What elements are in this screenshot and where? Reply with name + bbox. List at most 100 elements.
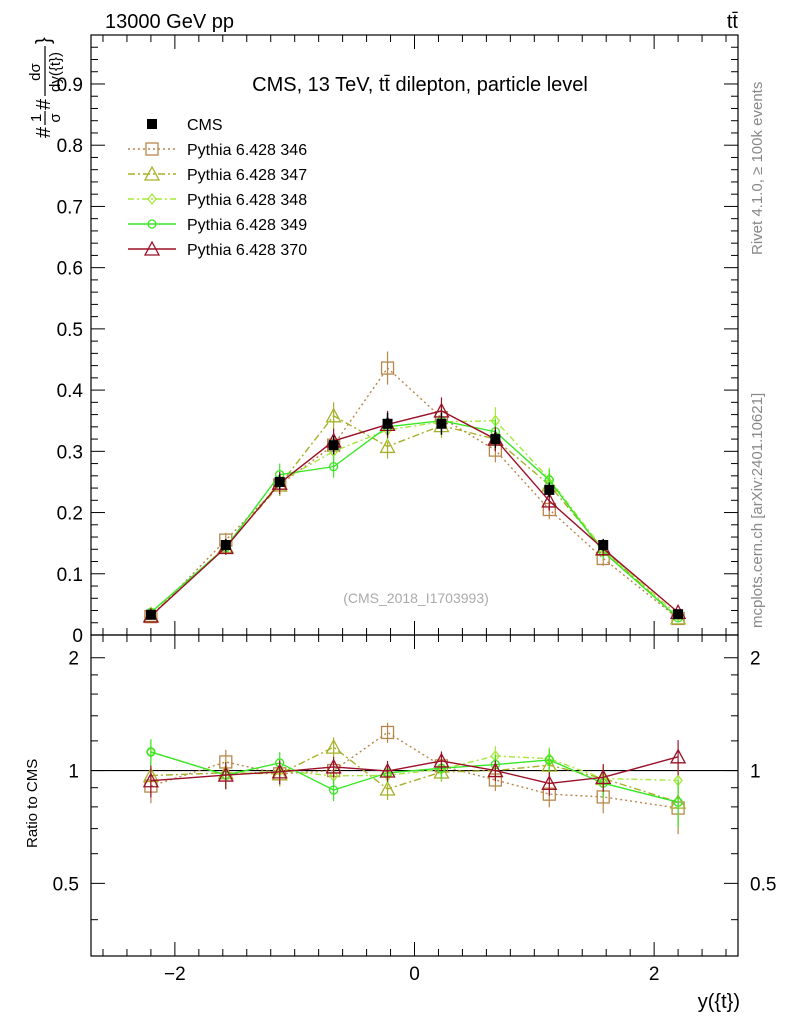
series-349-point: [328, 461, 339, 472]
cms-point: [544, 484, 555, 495]
series-349-ratio-point: [673, 797, 683, 807]
x-axis-label: y({t}): [698, 991, 740, 1013]
cms-point: [328, 440, 339, 451]
series-349-ratio-point: [146, 747, 156, 757]
series-347-ratio-point: [379, 780, 396, 796]
series-370: [142, 397, 687, 623]
legend-entry-series-347: Pythia 6.428 347: [128, 165, 307, 184]
legend-label-cms: CMS: [187, 117, 223, 134]
series-370-ratio-point: [217, 766, 234, 782]
y-tick-label: 0.7: [57, 197, 83, 218]
legend-marker: [147, 219, 157, 229]
legend-marker: [143, 165, 161, 181]
y-axis-label-frac2-num: dσ: [27, 62, 44, 80]
series-346-line: [150, 367, 679, 620]
cms-point: [145, 609, 156, 620]
series-346: [144, 351, 685, 626]
series-370-ratio-point: [379, 762, 396, 778]
series-348-line: [150, 420, 679, 616]
ratio-tick-label: 2: [68, 649, 79, 670]
series-347-point: [379, 438, 396, 454]
legend-marker: [145, 142, 159, 156]
series-370-ratio-point: [595, 768, 612, 784]
legend-marker: [147, 192, 157, 206]
ratio-panel-frame: [90, 634, 739, 957]
ratio-tick-label: 0.5: [53, 874, 79, 895]
y-axis-label-frac1-num: 1: [28, 114, 45, 122]
y-tick-label: 0.9: [57, 75, 83, 96]
x-tick-label: 2: [649, 964, 660, 985]
cms-point: [274, 476, 285, 487]
y-axis-label-mid: #: [33, 98, 55, 110]
cms-point: [490, 434, 501, 445]
series-348-ratio-line: [150, 751, 679, 782]
series-349-ratio-line: [150, 751, 679, 803]
chart-title: CMS, 13 TeV, tt̄ dilepton, particle leve…: [252, 74, 588, 96]
series-370-ratio-point: [433, 752, 450, 768]
cms-point: [598, 540, 609, 550]
y-axis-label-frac2-den: dy({t}): [47, 52, 64, 92]
series-370-ratio-point: [541, 775, 558, 791]
ratio-y-axis-label: Ratio to CMS: [24, 759, 41, 848]
y-tick-label: 0.2: [57, 504, 83, 525]
series-349-line: [150, 420, 679, 619]
series-370-ratio-point: [670, 748, 687, 764]
cms-point: [436, 418, 447, 429]
legend-label-series-346: Pythia 6.428 346: [187, 142, 307, 159]
series-346-point: [380, 361, 395, 375]
legend-label-series-348: Pythia 6.428 348: [187, 192, 307, 209]
y-tick-label: 0.5: [57, 320, 83, 341]
series-370-ratio-point: [325, 758, 342, 774]
series-346-ratio-line: [150, 731, 679, 809]
legend-label-series-370: Pythia 6.428 370: [187, 242, 307, 259]
series-347-line: [150, 414, 679, 619]
y-axis-label-suffix: }: [33, 37, 55, 44]
series-349-ratio-point: [328, 785, 339, 795]
series-348: [146, 407, 683, 622]
series-347-point: [325, 407, 342, 423]
rivet-label: Rivet 4.1.0, ≥ 100k events: [749, 82, 766, 255]
y-tick-label: 0.8: [57, 136, 83, 157]
cms-point: [673, 609, 684, 620]
y-tick-label: 0.4: [57, 381, 84, 402]
y-tick-label: 0.6: [57, 259, 83, 280]
series-370-ratio-line: [150, 756, 679, 785]
legend-entry-cms: CMS: [147, 117, 223, 134]
series-370-ratio-point: [142, 772, 159, 788]
legend-entry-series-346: Pythia 6.428 346: [128, 142, 307, 159]
series-370-ratio-point: [271, 763, 288, 779]
ratio-tick-label: 1: [68, 762, 79, 783]
series-346-ratio-point: [380, 725, 395, 740]
x-tick-label: 0: [409, 964, 420, 985]
x-tick-label: −2: [164, 964, 186, 985]
cms-point: [220, 540, 231, 550]
series-370-ratio: [142, 740, 687, 798]
legend-label-series-349: Pythia 6.428 349: [187, 217, 307, 234]
series-347-ratio-point: [325, 738, 342, 754]
cms-point: [382, 418, 393, 429]
header-left: 13000 GeV pp: [105, 11, 234, 33]
y-tick-label: 0.1: [57, 565, 83, 586]
legend-marker: [143, 240, 161, 256]
legend-entry-series-348: Pythia 6.428 348: [128, 192, 307, 209]
ratio-tick-label-right: 2: [750, 649, 761, 670]
ratio-tick-label-right: 0.5: [750, 874, 776, 895]
y-axis-label-prefix: #: [33, 126, 55, 138]
legend-entry-series-370: Pythia 6.428 370: [128, 240, 307, 259]
legend: CMS Pythia 6.428 346 Pythia 6.428 347 Pyth…: [128, 117, 307, 259]
mcplots-label: mcplots.cern.ch [arXiv:2401.10621]: [749, 393, 766, 628]
y-tick-label: 0: [72, 626, 83, 647]
ratio-tick-label-right: 1: [750, 762, 761, 783]
series-370-line: [150, 410, 679, 617]
header-right: tt̄: [727, 11, 739, 33]
y-tick-label: 0.3: [57, 442, 83, 463]
series-349-ratio-point: [544, 755, 554, 765]
y-axis-label: # 1 σ # dσ dy({t}) }: [27, 37, 64, 138]
series-370-point: [541, 492, 558, 508]
legend-entry-series-349: Pythia 6.428 349: [128, 217, 307, 234]
watermark: (CMS_2018_I1703993): [343, 590, 489, 606]
legend-label-series-347: Pythia 6.428 347: [187, 167, 307, 184]
series-370-ratio-point: [487, 762, 504, 778]
y-axis-label-frac1-den: σ: [47, 113, 64, 123]
